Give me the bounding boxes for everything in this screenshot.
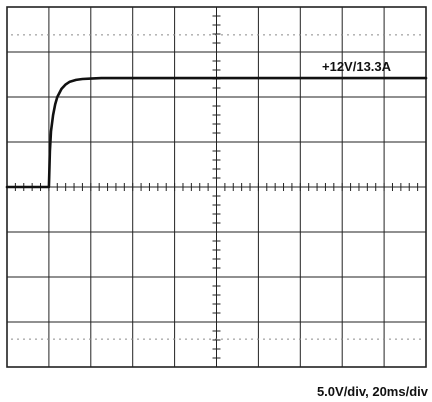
trace-point bbox=[90, 77, 92, 80]
trace-point bbox=[50, 130, 52, 132]
trace-point bbox=[111, 77, 113, 79]
trace-point bbox=[65, 83, 67, 85]
trace-point bbox=[132, 77, 134, 79]
trace-point bbox=[49, 150, 51, 152]
trace-point bbox=[69, 81, 71, 83]
trace-point bbox=[81, 78, 84, 80]
trace-point bbox=[52, 114, 54, 116]
trace-point bbox=[60, 88, 63, 90]
trace-point bbox=[48, 186, 50, 188]
trace-point bbox=[100, 77, 102, 79]
trace-layer bbox=[5, 76, 428, 189]
scale-label: 5.0V/div, 20ms/div bbox=[317, 384, 429, 399]
trace-point bbox=[75, 79, 77, 81]
trace-label: +12V/13.3A bbox=[322, 59, 392, 74]
trace-point bbox=[6, 186, 8, 188]
trace-point bbox=[425, 77, 427, 79]
trace-point bbox=[56, 96, 58, 98]
trace-point bbox=[54, 103, 56, 105]
